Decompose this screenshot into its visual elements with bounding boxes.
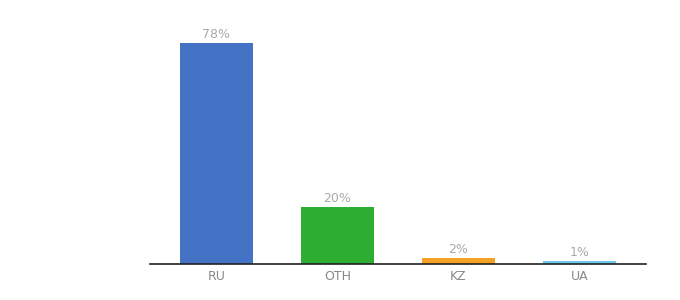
- Text: 2%: 2%: [448, 243, 469, 256]
- Bar: [422, 258, 494, 264]
- Bar: [301, 207, 373, 264]
- Text: 20%: 20%: [323, 192, 351, 205]
- Text: 1%: 1%: [569, 246, 590, 259]
- Bar: [180, 43, 252, 264]
- Text: 78%: 78%: [202, 28, 231, 41]
- Bar: [543, 261, 615, 264]
